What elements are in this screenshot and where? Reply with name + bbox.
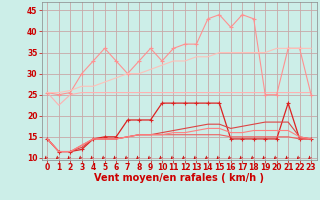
X-axis label: Vent moyen/en rafales ( km/h ): Vent moyen/en rafales ( km/h ) — [94, 173, 264, 183]
